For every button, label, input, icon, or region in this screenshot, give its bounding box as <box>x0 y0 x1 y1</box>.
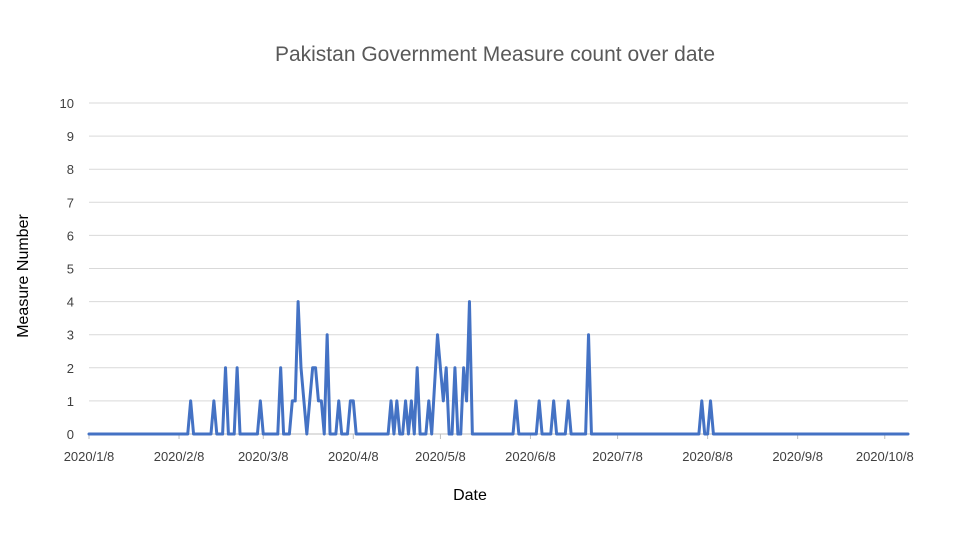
gridlines <box>89 102 908 402</box>
x-axis-label: Date <box>453 487 487 504</box>
x-tick-label: 2020/6/8 <box>505 449 556 464</box>
y-tick-label: 2 <box>67 361 74 376</box>
y-tick-label: 9 <box>67 129 74 144</box>
x-tick-label: 2020/7/8 <box>592 449 643 464</box>
y-tick-label: 4 <box>67 295 74 310</box>
series-group <box>87 300 910 436</box>
x-tick-label: 2020/4/8 <box>328 449 379 464</box>
x-tick-label: 2020/10/8 <box>856 449 914 464</box>
x-tick-label: 2020/2/8 <box>154 449 205 464</box>
y-tick-label: 5 <box>67 262 74 277</box>
y-tick-label: 10 <box>60 96 74 111</box>
y-axis-label: Measure Number <box>15 214 32 338</box>
x-tick-label: 2020/9/8 <box>772 449 823 464</box>
x-axis-ticks: 2020/1/8 2020/2/8 2020/3/8 2020/4/8 2020/5/8… <box>64 434 914 464</box>
y-tick-label: 3 <box>67 328 74 343</box>
x-tick-label: 2020/3/8 <box>238 449 289 464</box>
x-tick-label: 2020/8/8 <box>682 449 733 464</box>
y-tick-label: 1 <box>67 394 74 409</box>
y-tick-label: 6 <box>67 228 74 243</box>
y-axis-ticks: 0 1 2 3 4 5 6 7 8 9 10 <box>60 96 74 442</box>
x-tick-label: 2020/5/8 <box>415 449 466 464</box>
chart-title: Pakistan Government Measure count over d… <box>275 43 715 66</box>
x-tick-label: 2020/1/8 <box>64 449 115 464</box>
y-tick-label: 8 <box>67 162 74 177</box>
y-tick-label: 0 <box>67 427 74 442</box>
y-tick-label: 7 <box>67 195 74 210</box>
